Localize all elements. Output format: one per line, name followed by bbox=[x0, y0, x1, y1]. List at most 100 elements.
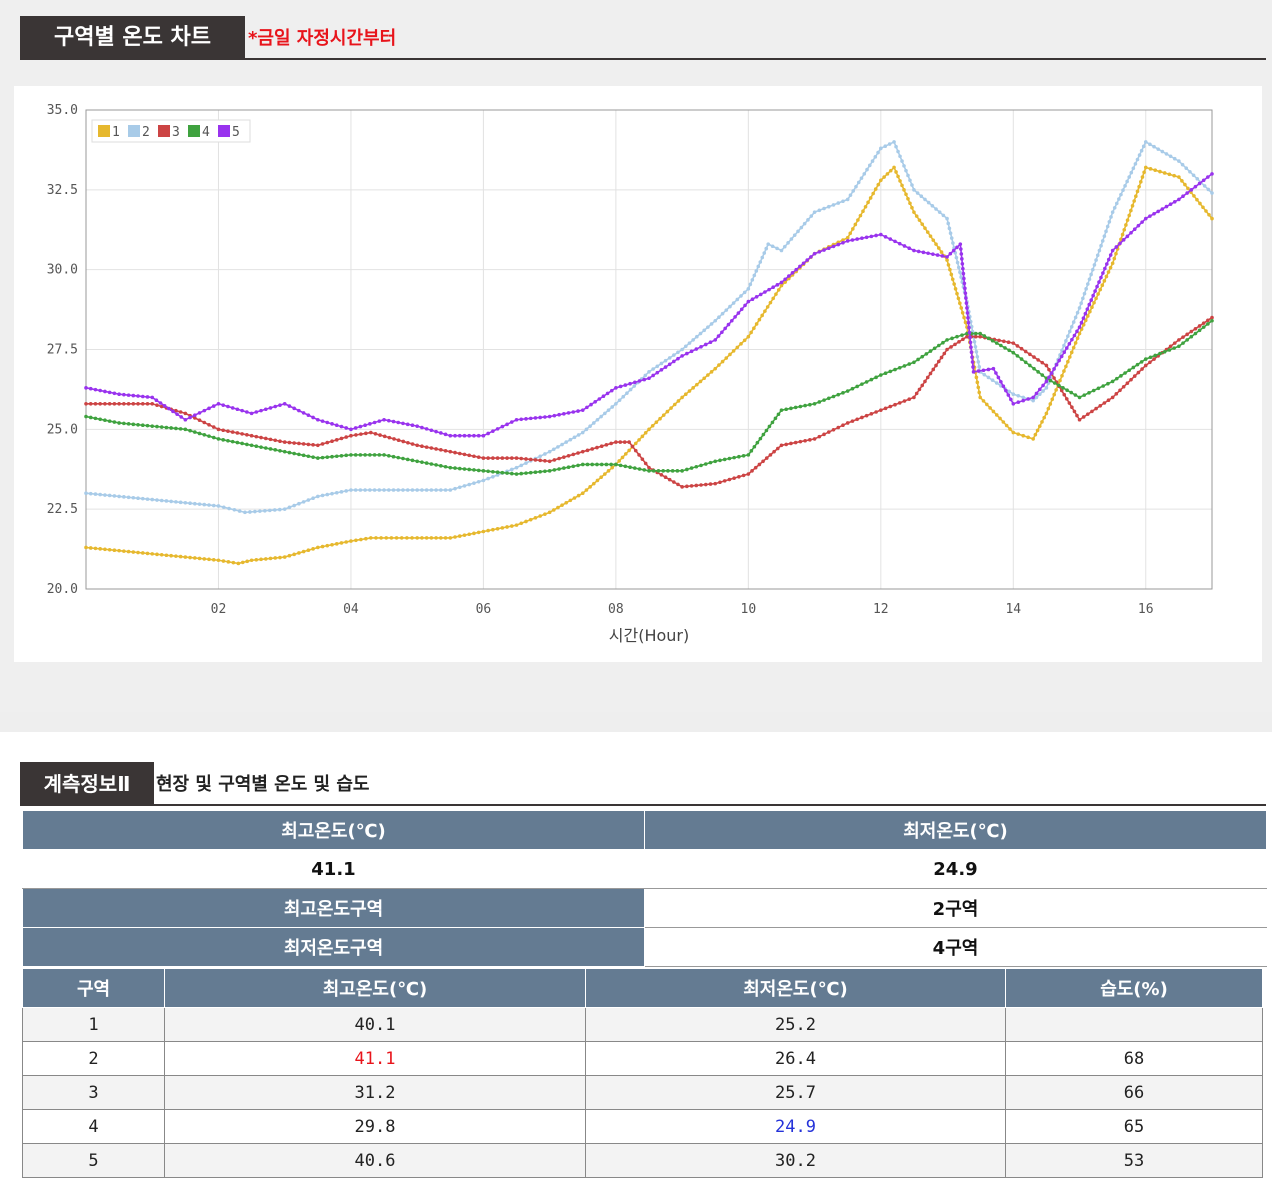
data-point bbox=[630, 444, 635, 449]
data-point bbox=[958, 270, 962, 275]
data-point bbox=[1127, 175, 1132, 179]
data-point bbox=[963, 320, 968, 325]
data-point bbox=[879, 408, 883, 412]
y-tick-label: 35.0 bbox=[47, 103, 78, 118]
data-point bbox=[802, 221, 807, 226]
data-point bbox=[1148, 167, 1153, 171]
data-point bbox=[1104, 229, 1108, 234]
x-tick-label: 14 bbox=[1005, 602, 1021, 617]
data-point bbox=[1193, 326, 1198, 331]
plot-frame bbox=[85, 109, 1213, 590]
data-point bbox=[1077, 331, 1082, 336]
data-point bbox=[610, 465, 615, 470]
data-point bbox=[467, 433, 472, 438]
data-point bbox=[88, 386, 93, 391]
data-point bbox=[1096, 386, 1101, 391]
y-tick-label: 27.5 bbox=[47, 343, 78, 358]
data-point bbox=[1168, 154, 1173, 159]
data-point bbox=[960, 257, 964, 261]
data-point bbox=[564, 440, 569, 444]
data-point bbox=[330, 439, 334, 443]
data-point bbox=[287, 553, 292, 558]
data-point bbox=[178, 427, 183, 431]
data-point bbox=[1164, 204, 1169, 209]
data-point bbox=[604, 462, 609, 467]
min-temp-cell-highlight: 24.9 bbox=[585, 1109, 1006, 1144]
data-point bbox=[590, 462, 595, 467]
data-point bbox=[854, 184, 858, 189]
data-point bbox=[882, 175, 886, 179]
data-point bbox=[382, 488, 386, 492]
data-point bbox=[986, 367, 991, 372]
data-point bbox=[1023, 360, 1028, 365]
data-point bbox=[623, 464, 628, 469]
data-point bbox=[637, 453, 641, 457]
data-point bbox=[467, 532, 472, 537]
data-point bbox=[1210, 315, 1214, 320]
data-point bbox=[491, 527, 495, 532]
data-point bbox=[98, 547, 102, 551]
data-point bbox=[126, 422, 131, 426]
data-point bbox=[377, 419, 382, 423]
data-point bbox=[320, 493, 325, 498]
data-point bbox=[1064, 364, 1068, 369]
data-point bbox=[761, 432, 766, 437]
data-point bbox=[576, 493, 581, 498]
data-point bbox=[453, 450, 457, 455]
data-point bbox=[369, 536, 373, 540]
data-point bbox=[377, 453, 382, 457]
data-point bbox=[1121, 188, 1125, 193]
data-point bbox=[728, 352, 732, 357]
data-point bbox=[174, 554, 178, 558]
data-point bbox=[961, 266, 965, 271]
data-point bbox=[268, 447, 273, 451]
data-point bbox=[718, 480, 722, 485]
data-point bbox=[282, 440, 287, 444]
data-point bbox=[609, 462, 613, 467]
data-point bbox=[1096, 292, 1100, 296]
data-point bbox=[975, 380, 980, 385]
data-point bbox=[1195, 177, 1200, 181]
data-point bbox=[831, 244, 836, 249]
data-point bbox=[623, 383, 628, 387]
data-point bbox=[136, 496, 140, 501]
data-point bbox=[1042, 415, 1047, 420]
data-point bbox=[793, 440, 798, 445]
data-point bbox=[746, 334, 751, 339]
data-point bbox=[259, 435, 263, 440]
data-point bbox=[580, 462, 585, 467]
data-point bbox=[767, 424, 772, 429]
data-point bbox=[934, 207, 938, 211]
data-point bbox=[311, 455, 315, 459]
data-point bbox=[799, 225, 804, 230]
data-point bbox=[617, 459, 621, 463]
data-point bbox=[1046, 406, 1051, 411]
data-point bbox=[1143, 216, 1148, 221]
data-point bbox=[519, 521, 524, 526]
data-point bbox=[893, 239, 897, 244]
legend-swatch bbox=[158, 125, 170, 137]
data-point bbox=[240, 441, 244, 446]
data-point bbox=[597, 397, 602, 401]
data-point bbox=[708, 340, 713, 345]
data-point bbox=[245, 442, 249, 447]
data-point bbox=[787, 274, 791, 278]
data-point bbox=[925, 230, 930, 234]
data-point bbox=[1034, 395, 1039, 400]
data-point bbox=[1158, 351, 1162, 356]
table-row: 3 31.2 25.7 66 bbox=[22, 1075, 1263, 1110]
info-section-header: 계측정보Ⅱ 현장 및 구역별 온도 및 습도 bbox=[20, 762, 1266, 806]
data-point bbox=[603, 411, 607, 416]
data-point bbox=[864, 413, 869, 418]
data-point bbox=[706, 325, 710, 329]
data-point bbox=[1210, 318, 1214, 323]
data-point bbox=[764, 428, 769, 433]
data-point bbox=[1185, 332, 1189, 337]
data-point bbox=[364, 431, 368, 436]
data-point bbox=[1139, 148, 1144, 153]
data-point bbox=[981, 399, 986, 403]
series-5 bbox=[84, 172, 1214, 438]
data-point bbox=[774, 292, 778, 296]
data-point bbox=[757, 462, 762, 467]
data-point bbox=[443, 448, 448, 453]
